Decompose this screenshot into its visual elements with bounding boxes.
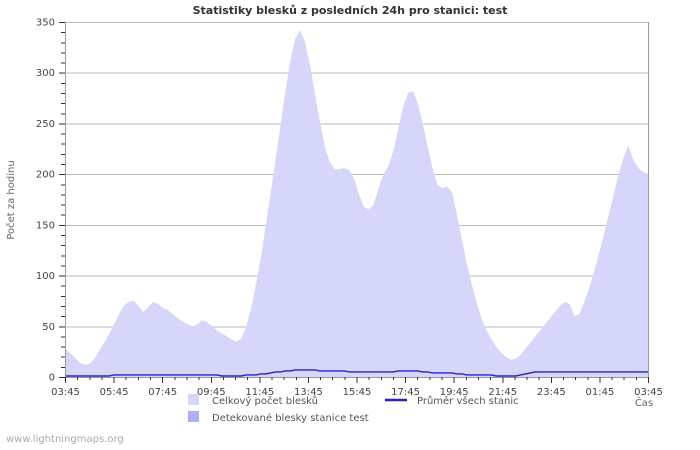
- x-tick-label-12: 03:45: [634, 387, 663, 398]
- x-tick-label-2: 07:45: [148, 387, 177, 398]
- x-tick-label-0: 03:45: [51, 387, 80, 398]
- x-axis-ticks: 03:45 05:45 07:45 09:45 11:45 13:45 15:45 17:45…: [51, 377, 663, 398]
- y-tick-label-250: 250: [36, 119, 55, 130]
- y-tick-label-150: 150: [36, 220, 55, 231]
- y-tick-label-300: 300: [36, 68, 55, 79]
- y-axis-ticks: 0 50 100 150 200 250 300 350: [36, 18, 65, 384]
- plot-series-lines: [65, 369, 648, 377]
- series-line-2: [65, 369, 648, 377]
- x-tick-label-7: 17:45: [391, 387, 420, 398]
- x-tick-label-3: 09:45: [197, 387, 226, 398]
- y-axis-label: Počet za hodinu: [5, 160, 17, 239]
- chart-legend: Celkový počet blesků Detekované blesky st…: [188, 394, 519, 424]
- footer-site-label: www.lightningmaps.org: [6, 434, 124, 445]
- y-tick-label-100: 100: [36, 271, 55, 282]
- y-tick-label-0: 0: [49, 373, 55, 384]
- plot-series-areas: [65, 30, 648, 378]
- legend-swatch-1: [188, 411, 199, 422]
- x-tick-label-9: 21:45: [488, 387, 517, 398]
- y-tick-label-200: 200: [36, 170, 55, 181]
- legend-label-2: Průměr všech stanic: [417, 395, 519, 407]
- x-tick-label-10: 23:45: [537, 387, 566, 398]
- x-tick-label-6: 15:45: [343, 387, 372, 398]
- legend-swatch-0: [188, 394, 199, 405]
- y-tick-label-350: 350: [36, 18, 55, 29]
- legend-label-0: Celkový počet blesků: [212, 395, 318, 407]
- series-area-0: [65, 30, 648, 378]
- x-tick-label-4: 11:45: [245, 387, 274, 398]
- x-tick-label-1: 05:45: [100, 387, 129, 398]
- chart-title: Statistiky blesků z posledních 24h pro s…: [193, 4, 508, 17]
- x-tick-label-8: 19:45: [440, 387, 469, 398]
- x-tick-label-11: 01:45: [586, 387, 615, 398]
- x-tick-label-5: 13:45: [294, 387, 323, 398]
- y-tick-label-50: 50: [42, 322, 55, 333]
- x-axis-label: Čas: [635, 396, 653, 409]
- legend-label-1: Detekované blesky stanice test: [212, 412, 369, 424]
